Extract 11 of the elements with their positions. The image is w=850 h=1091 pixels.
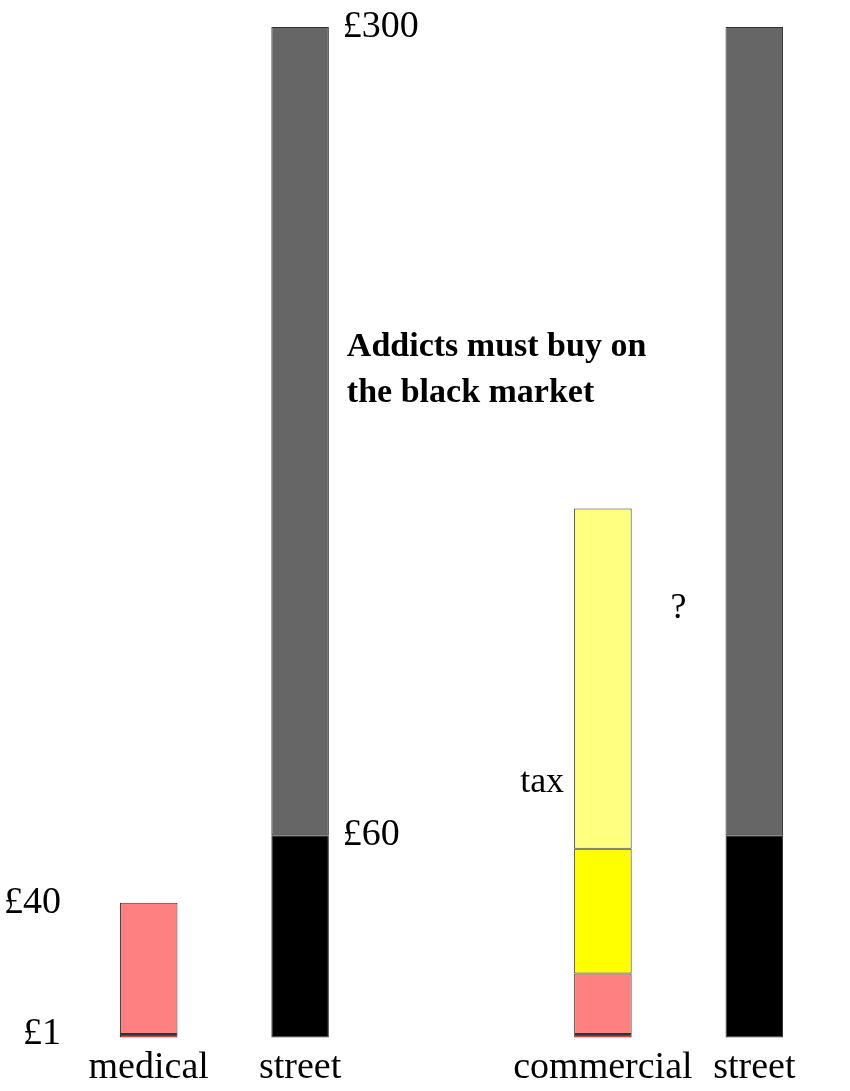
x-tick-label: street bbox=[713, 1044, 796, 1087]
annotation: ? bbox=[669, 585, 688, 628]
x-tick-label: commercial bbox=[513, 1044, 693, 1087]
annotation: Addicts must buy on the black market bbox=[346, 325, 648, 411]
x-tick-label: medical bbox=[88, 1044, 209, 1087]
annotation: £300 bbox=[342, 2, 419, 45]
y-tick-label: £1 bbox=[23, 1010, 61, 1053]
annotation: £60 bbox=[342, 811, 400, 854]
annotation: tax bbox=[519, 759, 565, 802]
y-tick-label: £40 bbox=[4, 878, 61, 921]
x-tick-label: street bbox=[258, 1044, 342, 1087]
